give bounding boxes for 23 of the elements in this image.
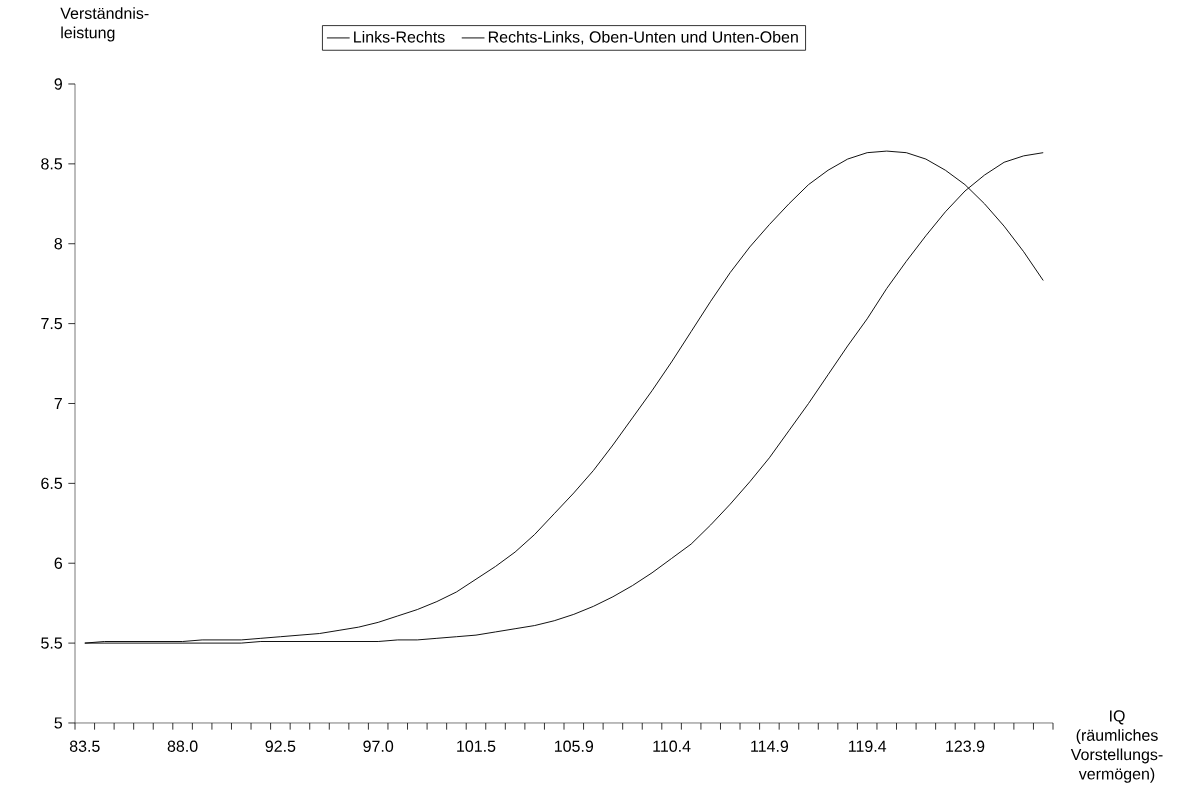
y-tick-label: 8.5 — [41, 158, 63, 170]
y-tick-label: 7.5 — [41, 318, 63, 330]
y-tick-label: 8 — [54, 238, 63, 250]
y-tick-label: 5 — [54, 717, 63, 729]
x-tick-label: 88.0 — [167, 740, 198, 752]
y-tick-label: 6.5 — [41, 477, 63, 490]
legend-label: Links-Rechts — [354, 30, 445, 43]
y-tick-label: 7 — [54, 397, 62, 409]
y-tick-label: 6 — [54, 557, 63, 569]
x-tick-label: 83.5 — [69, 740, 100, 752]
y-axis-title: Verständnis-leistung — [60, 7, 149, 42]
y-tick-label: 9 — [54, 78, 62, 90]
x-tick-label: 119.4 — [848, 740, 887, 752]
x-tick-label: 92.5 — [265, 740, 296, 752]
x-tick-label: 97.0 — [363, 740, 394, 752]
x-tick-label: 114.9 — [751, 740, 789, 752]
x-tick-label: 105.9 — [554, 740, 594, 752]
x-tick-label: 123.9 — [946, 740, 985, 752]
x-axis-title: IQ (räumliches Vorstellungs-vermögen) — [1070, 710, 1163, 783]
legend-label: Rechts-Links, Oben-Unten und Unten-Oben — [488, 30, 798, 45]
y-tick-label: 5.5 — [41, 637, 63, 649]
x-tick-label: 110.4 — [653, 740, 691, 752]
x-tick-label: 101.5 — [457, 740, 496, 752]
